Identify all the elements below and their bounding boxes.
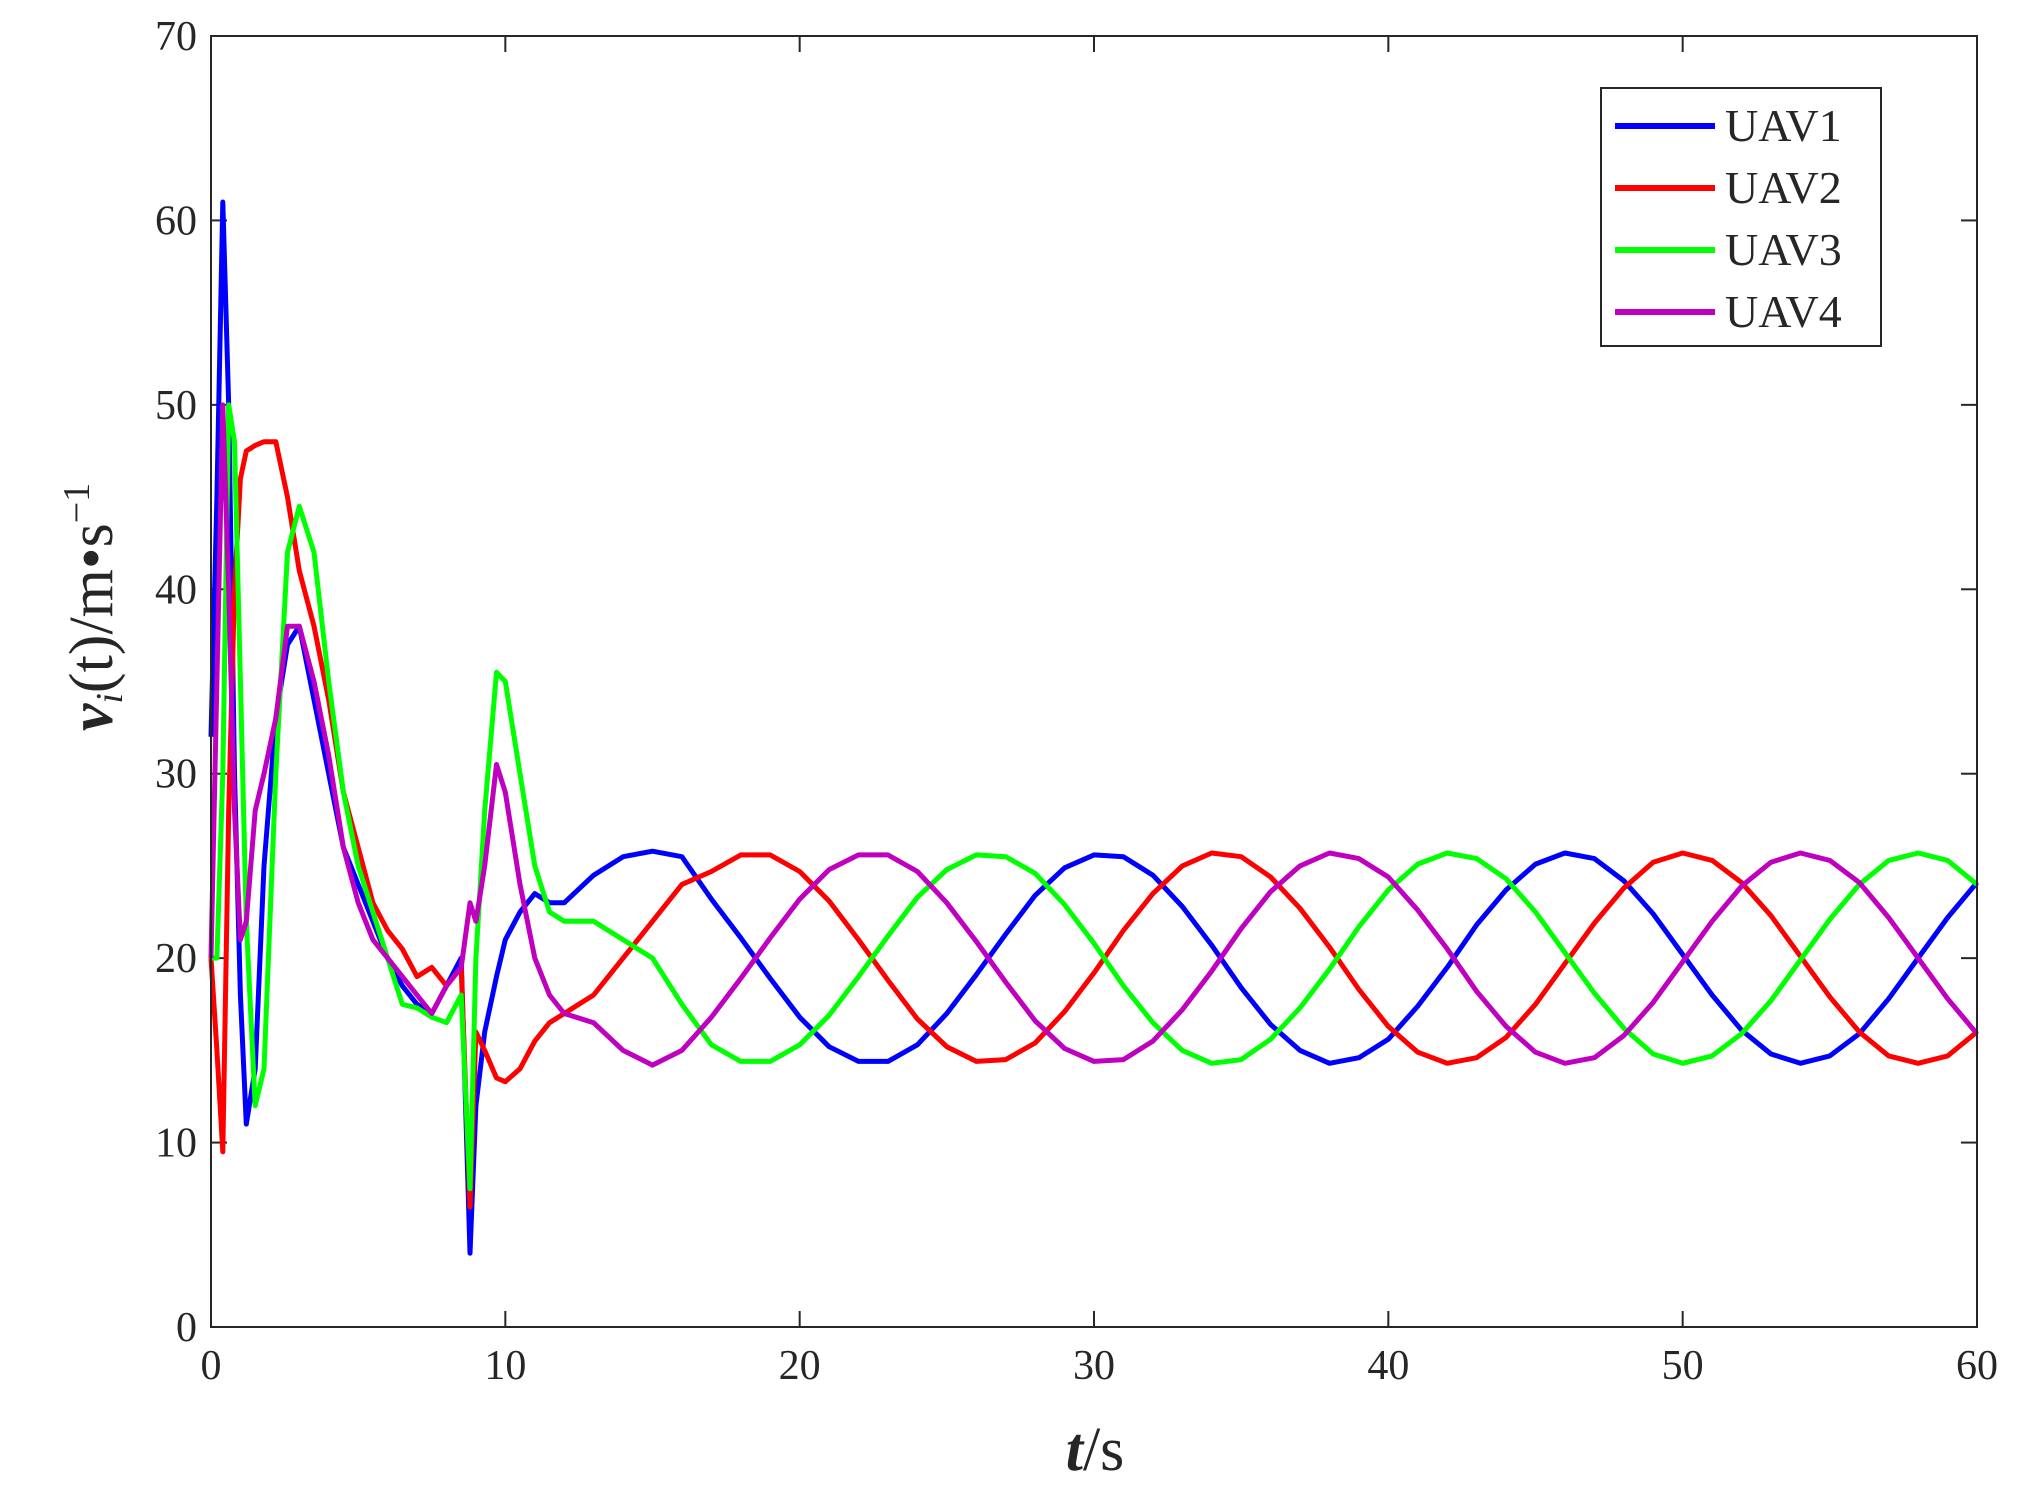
- y-tick-label: 20: [155, 936, 197, 982]
- y-label-sup: −1: [56, 483, 98, 523]
- y-label-var: v: [58, 702, 126, 731]
- x-tick-label: 40: [1367, 1343, 1409, 1389]
- x-label-var: t: [1066, 1416, 1085, 1484]
- legend-box: [1600, 87, 1882, 347]
- x-axis-label: t/s: [1066, 1416, 1125, 1484]
- legend-label: UAV1: [1725, 100, 1842, 151]
- y-tick-label: 0: [176, 1305, 197, 1351]
- y-label-sub: i: [89, 693, 131, 704]
- legend-label: UAV2: [1725, 162, 1842, 213]
- series-line: [208, 402, 1979, 1068]
- x-tick-label: 50: [1662, 1343, 1704, 1389]
- series-line: [211, 402, 1979, 1192]
- y-tick-label: 10: [155, 1121, 197, 1167]
- legend-label: UAV3: [1725, 224, 1842, 275]
- x-label-unit: /s: [1083, 1416, 1124, 1484]
- x-tick-label: 20: [779, 1343, 821, 1389]
- y-axis-label: vi(t)/m•s−1: [56, 483, 130, 731]
- y-label-unit: (t)/m•s: [58, 523, 126, 693]
- y-tick-label: 30: [155, 752, 197, 798]
- legend-label: UAV4: [1725, 286, 1842, 337]
- x-tick-label: 30: [1073, 1343, 1115, 1389]
- plot-frame: [210, 35, 1978, 1328]
- y-tick-label: 40: [155, 567, 197, 613]
- y-tick-label: 60: [155, 198, 197, 244]
- y-tick-label: 70: [155, 14, 197, 60]
- x-tick-label: 10: [484, 1343, 526, 1389]
- x-tick-label: 60: [1956, 1343, 1998, 1389]
- x-tick-label: 0: [201, 1343, 222, 1389]
- y-tick-label: 50: [155, 383, 197, 429]
